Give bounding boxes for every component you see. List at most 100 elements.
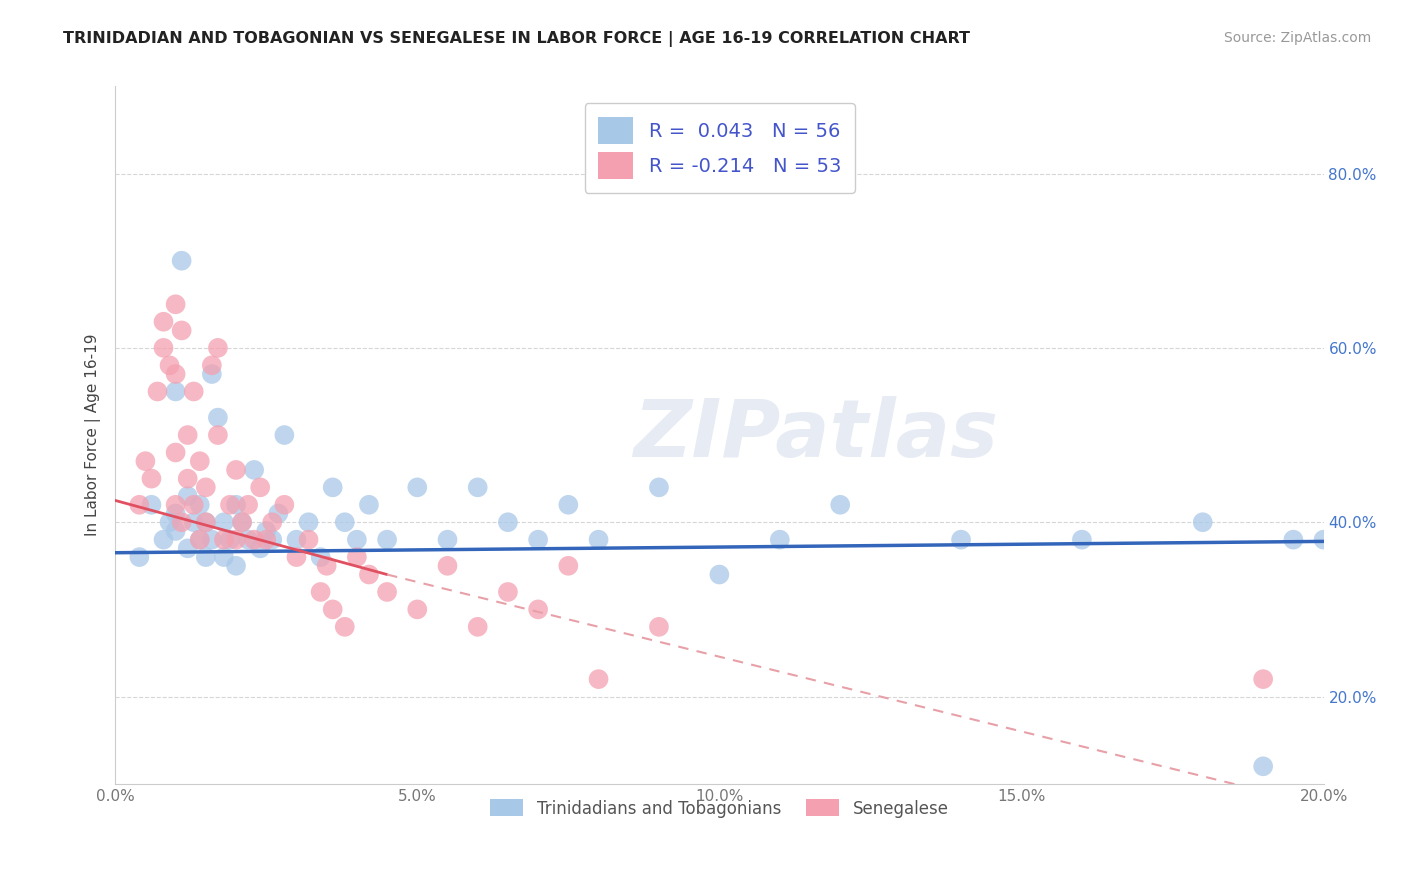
- Point: [436, 533, 458, 547]
- Point: [170, 253, 193, 268]
- Point: [262, 533, 284, 547]
- Point: [176, 489, 198, 503]
- Point: [243, 533, 266, 547]
- Point: [188, 533, 211, 547]
- Point: [1191, 515, 1213, 529]
- Point: [183, 498, 205, 512]
- Point: [183, 515, 205, 529]
- Point: [1282, 533, 1305, 547]
- Point: [357, 498, 380, 512]
- Y-axis label: In Labor Force | Age 16-19: In Labor Force | Age 16-19: [86, 334, 101, 536]
- Point: [134, 454, 156, 468]
- Point: [648, 480, 671, 494]
- Point: [309, 585, 332, 599]
- Point: [496, 585, 519, 599]
- Point: [201, 533, 224, 547]
- Text: TRINIDADIAN AND TOBAGONIAN VS SENEGALESE IN LABOR FORCE | AGE 16-19 CORRELATION : TRINIDADIAN AND TOBAGONIAN VS SENEGALESE…: [63, 31, 970, 47]
- Point: [375, 585, 398, 599]
- Point: [285, 533, 308, 547]
- Point: [165, 498, 187, 512]
- Point: [1251, 759, 1274, 773]
- Point: [297, 515, 319, 529]
- Point: [165, 297, 187, 311]
- Point: [297, 533, 319, 547]
- Point: [527, 602, 550, 616]
- Point: [648, 620, 671, 634]
- Point: [527, 533, 550, 547]
- Point: [273, 428, 295, 442]
- Point: [236, 498, 259, 512]
- Point: [225, 498, 247, 512]
- Point: [322, 480, 344, 494]
- Point: [165, 367, 187, 381]
- Point: [830, 498, 852, 512]
- Point: [262, 515, 284, 529]
- Point: [141, 498, 163, 512]
- Text: Source: ZipAtlas.com: Source: ZipAtlas.com: [1223, 31, 1371, 45]
- Point: [207, 341, 229, 355]
- Point: [436, 558, 458, 573]
- Point: [249, 541, 271, 556]
- Point: [254, 533, 277, 547]
- Point: [207, 428, 229, 442]
- Point: [159, 359, 181, 373]
- Point: [769, 533, 792, 547]
- Point: [207, 410, 229, 425]
- Point: [1251, 672, 1274, 686]
- Point: [406, 480, 429, 494]
- Point: [467, 480, 489, 494]
- Point: [333, 515, 356, 529]
- Point: [346, 550, 368, 565]
- Point: [212, 515, 235, 529]
- Point: [588, 533, 610, 547]
- Point: [188, 533, 211, 547]
- Point: [225, 558, 247, 573]
- Point: [950, 533, 973, 547]
- Point: [159, 515, 181, 529]
- Point: [357, 567, 380, 582]
- Point: [243, 463, 266, 477]
- Point: [315, 558, 337, 573]
- Point: [194, 480, 217, 494]
- Point: [188, 454, 211, 468]
- Point: [201, 359, 224, 373]
- Point: [176, 472, 198, 486]
- Point: [141, 472, 163, 486]
- Point: [212, 533, 235, 547]
- Point: [309, 550, 332, 565]
- Point: [225, 533, 247, 547]
- Point: [1070, 533, 1092, 547]
- Point: [557, 558, 579, 573]
- Point: [128, 498, 150, 512]
- Point: [333, 620, 356, 634]
- Text: ZIPatlas: ZIPatlas: [634, 396, 998, 474]
- Point: [128, 550, 150, 565]
- Point: [165, 384, 187, 399]
- Point: [254, 524, 277, 538]
- Point: [231, 515, 253, 529]
- Point: [194, 515, 217, 529]
- Point: [346, 533, 368, 547]
- Point: [194, 550, 217, 565]
- Point: [496, 515, 519, 529]
- Point: [152, 315, 174, 329]
- Point: [170, 515, 193, 529]
- Point: [231, 515, 253, 529]
- Point: [709, 567, 731, 582]
- Point: [165, 507, 187, 521]
- Point: [285, 550, 308, 565]
- Legend: Trinidadians and Tobagonians, Senegalese: Trinidadians and Tobagonians, Senegalese: [484, 793, 956, 824]
- Point: [225, 463, 247, 477]
- Point: [219, 533, 242, 547]
- Point: [406, 602, 429, 616]
- Point: [152, 533, 174, 547]
- Point: [176, 428, 198, 442]
- Point: [236, 533, 259, 547]
- Point: [152, 341, 174, 355]
- Point: [1312, 533, 1334, 547]
- Point: [165, 445, 187, 459]
- Point: [170, 323, 193, 337]
- Point: [588, 672, 610, 686]
- Point: [557, 498, 579, 512]
- Point: [183, 384, 205, 399]
